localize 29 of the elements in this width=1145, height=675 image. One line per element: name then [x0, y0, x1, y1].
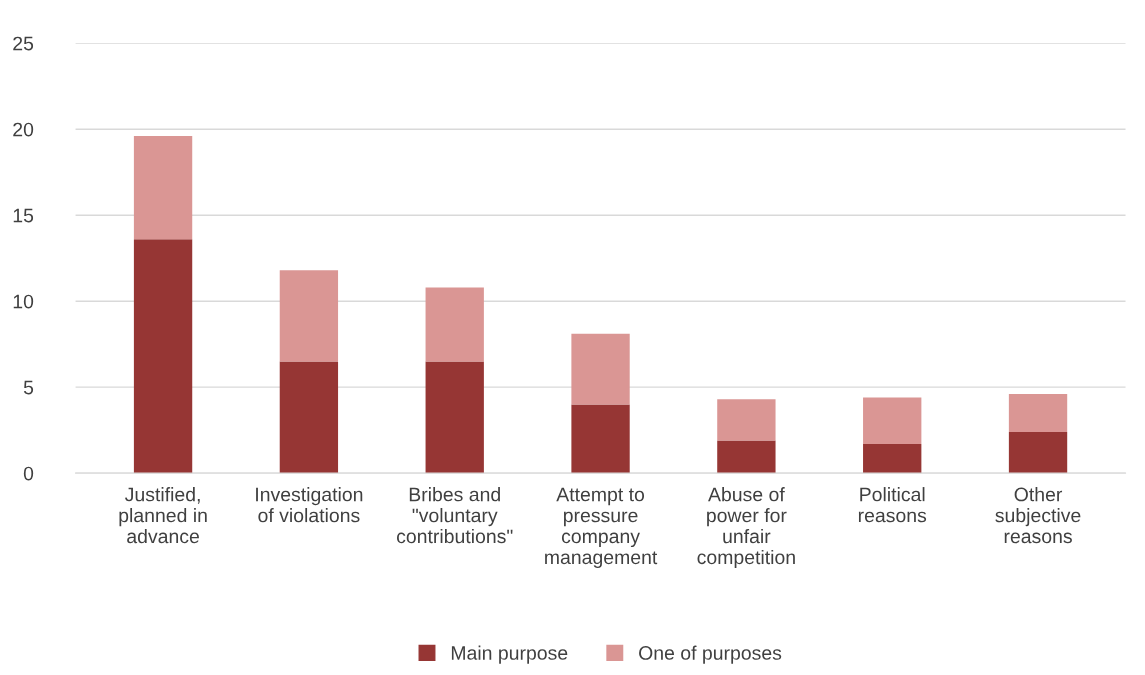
- x-tick-label: Other subjective reasons: [995, 487, 1081, 544]
- y-tick-label: 15: [13, 208, 34, 223]
- x-tick-label: Bribes and "voluntary contributions": [396, 487, 513, 544]
- y-tick-label: 0: [23, 466, 34, 481]
- bar: [717, 399, 776, 441]
- x-tick-label: Investigation of violations: [256, 487, 363, 523]
- bar: [133, 136, 193, 240]
- bar: [1008, 431, 1068, 474]
- bar: [425, 361, 484, 474]
- x-tick-label: Political reasons: [858, 487, 927, 523]
- bar: [279, 361, 339, 474]
- y-tick-label: 5: [23, 380, 34, 395]
- bar: [133, 239, 193, 474]
- legend-label: One of purposes: [639, 645, 782, 664]
- bar: [571, 404, 630, 474]
- x-tick-label: Attempt to pressure company management: [545, 487, 658, 569]
- y-tick-label: 25: [13, 36, 34, 51]
- bar: [717, 440, 776, 474]
- y-tick-label: 10: [13, 294, 34, 309]
- bar: [425, 287, 484, 362]
- bar: [1008, 394, 1068, 432]
- y-tick-label: 20: [13, 122, 34, 137]
- bar: [863, 443, 922, 474]
- x-tick-label: Abuse of power for unfair competition: [697, 487, 795, 569]
- bar: [863, 397, 922, 444]
- x-tick-label: Justified, planned in advance: [119, 487, 207, 544]
- legend-label: Main purpose: [451, 645, 568, 664]
- bar: [279, 270, 339, 362]
- bar: [571, 333, 630, 405]
